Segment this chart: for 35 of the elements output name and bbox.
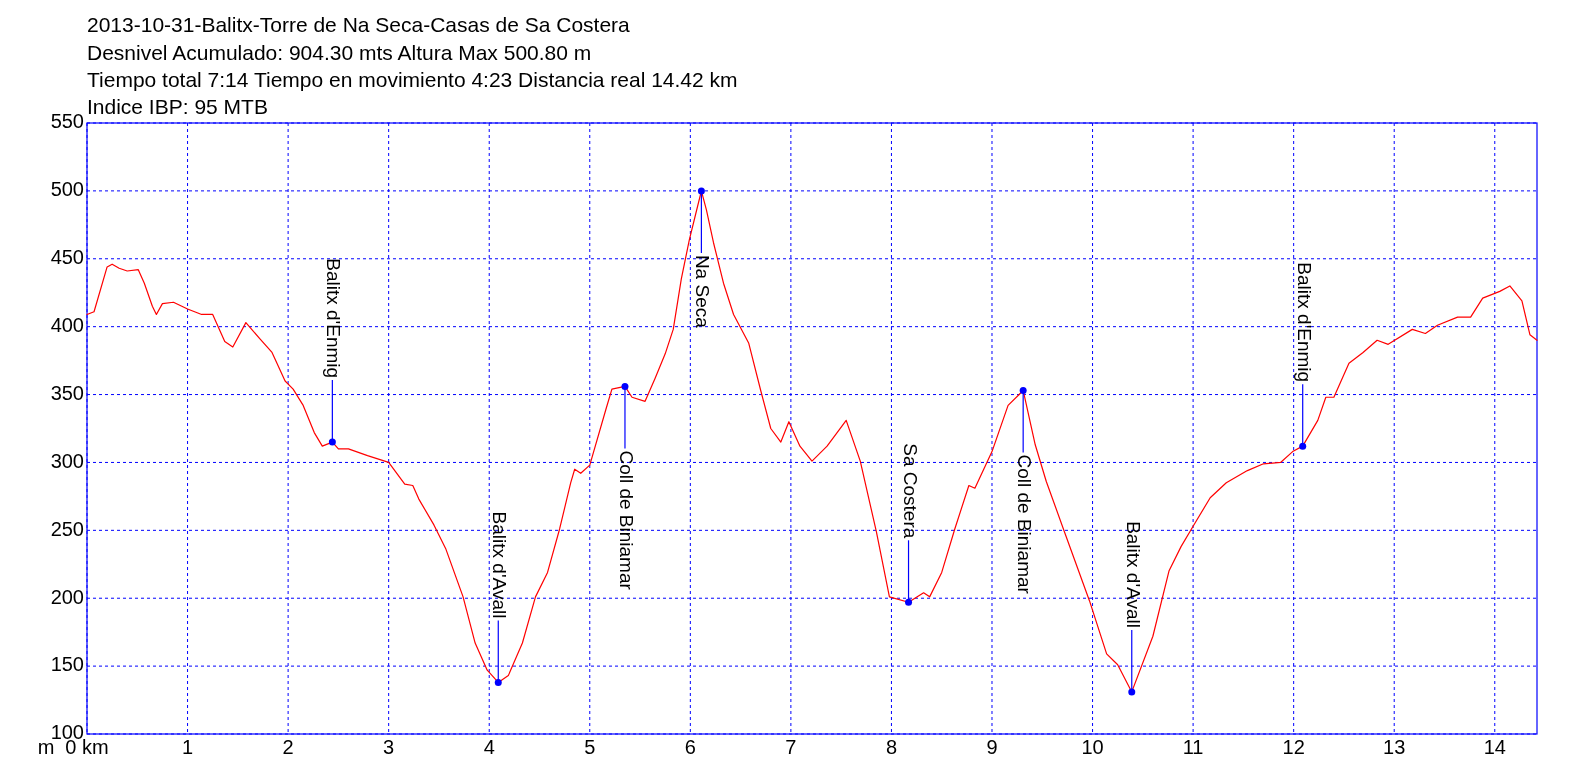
text: Indice IBP: 95 MTB <box>87 95 268 118</box>
x-tick-label: 2 <box>282 736 294 758</box>
x-tick-label: 9 <box>986 736 998 758</box>
annotation: Balitx d'Enmig <box>1293 262 1315 383</box>
annotation: Coll de Biniamar <box>1014 454 1036 595</box>
x-tick-label: 12 <box>1282 736 1305 758</box>
x-tick-label: 1 <box>181 736 194 758</box>
x-tick-label: 14 <box>1483 736 1506 758</box>
annotation: Sa Costera <box>899 443 921 539</box>
x-tick-label: 6 <box>684 736 696 758</box>
x-tick-label: 4 <box>483 736 495 758</box>
chart-title: 2013-10-31-Balitx-Torre de Na Seca-Casas de Sa Costera <box>87 13 631 36</box>
y-tick-label: 200 <box>50 585 84 608</box>
annotation: Balitx d'Avall <box>1122 521 1144 628</box>
y-tick-label: 550 <box>50 110 84 133</box>
text: Tiempo total 7:14 Tiempo en movimiento 4:23 Distancia real 14.42 km <box>87 68 738 91</box>
x-tick-label: 10 <box>1081 736 1104 758</box>
x-tick-label: 3 <box>383 736 395 758</box>
annotation: Balitx d'Enmig <box>323 258 345 379</box>
y-tick-label: 350 <box>50 381 84 404</box>
x-tick-label: 5 <box>584 736 596 758</box>
annotation: Balitx d'Avall <box>489 511 511 619</box>
y-tick-label: 450 <box>50 246 84 269</box>
y-tick-label: 500 <box>50 178 84 201</box>
x-tick-label: 7 <box>785 736 797 758</box>
x-tick-label: 11 <box>1182 736 1204 758</box>
x-tick-label: 13 <box>1383 736 1406 758</box>
text: Desnivel Acumulado: 904.30 mts Altura Max 500.80 m <box>87 41 592 64</box>
annotation: Na Seca <box>692 254 714 329</box>
y-tick-label: 300 <box>50 449 84 472</box>
annotation: Coll de Biniamar <box>615 450 637 591</box>
x-tick-label: 8 <box>885 736 897 758</box>
y-tick-label: 250 <box>50 517 84 540</box>
y-tick-label: 400 <box>50 313 84 336</box>
y-tick-label: 150 <box>50 653 84 676</box>
